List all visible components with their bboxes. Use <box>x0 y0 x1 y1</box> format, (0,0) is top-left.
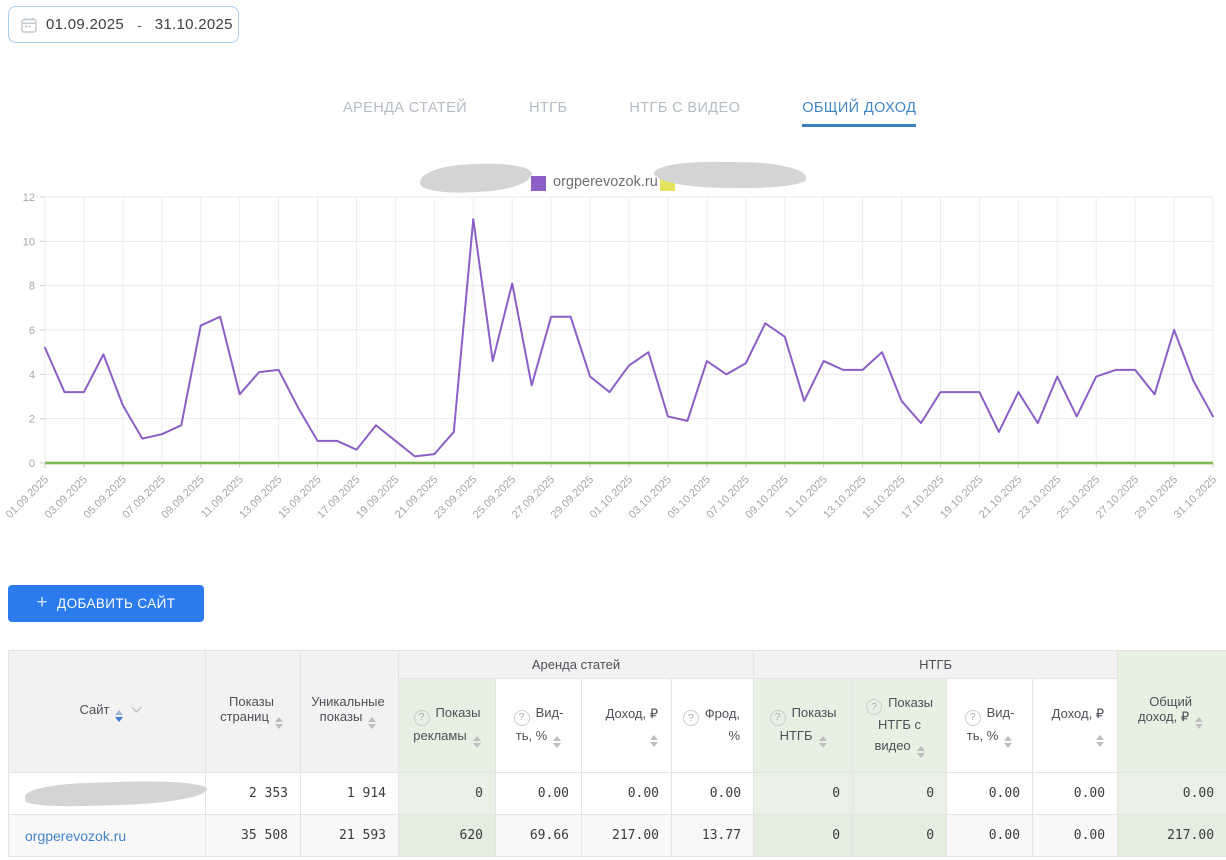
date-separator: - <box>137 17 142 33</box>
cell-value: 0.00 <box>947 773 1033 815</box>
report-tabs: АРЕНДА СТАТЕЙ НТГБ НТГБ С ВИДЕО ОБЩИЙ ДО… <box>343 100 916 127</box>
date-start[interactable]: 01.09.2025 <box>46 16 124 33</box>
sort-icon-ntgb-video[interactable] <box>917 746 925 758</box>
col-header-unique-views[interactable]: Уникальные показы <box>301 651 399 773</box>
sites-stats-table: Сайт Показы страниц Уникальные показы Ар… <box>8 650 1226 857</box>
cell-site: orgperevozok.ru <box>9 815 206 857</box>
cell-value: 0 <box>853 815 947 857</box>
tab-arenda-statey[interactable]: АРЕНДА СТАТЕЙ <box>343 100 467 127</box>
col-header-viewability-ntgb[interactable]: ?Вид-ть, % <box>947 679 1033 773</box>
add-site-button[interactable]: + ДОБАВИТЬ САЙТ <box>8 585 204 622</box>
cell-value: 0.00 <box>947 815 1033 857</box>
cell-value: 0.00 <box>672 773 754 815</box>
svg-text:8: 8 <box>29 281 35 293</box>
cell-value: 0 <box>754 815 853 857</box>
cell-value: 0.00 <box>1033 815 1118 857</box>
cell-value: 35 508 <box>206 815 301 857</box>
cell-value: 21 593 <box>301 815 399 857</box>
help-icon[interactable]: ? <box>683 710 699 726</box>
table-row: 2 3531 91400.000.000.00000.000.000.00 <box>9 773 1226 815</box>
active-tab-underline <box>802 124 916 127</box>
help-icon[interactable]: ? <box>965 710 981 726</box>
col-header-ntgb-video-impressions[interactable]: ?Показы НТГБ с видео <box>853 679 947 773</box>
col-header-fraud[interactable]: ?Фрод, % <box>672 679 754 773</box>
cell-value: 0.00 <box>496 773 582 815</box>
help-icon[interactable]: ? <box>770 710 786 726</box>
chevron-down-icon[interactable] <box>132 702 142 712</box>
cell-value: 2 353 <box>206 773 301 815</box>
sort-icon-viewability-arenda[interactable] <box>553 736 561 748</box>
calendar-icon <box>21 17 37 33</box>
col-header-income-ntgb[interactable]: Доход, ₽ <box>1033 679 1118 773</box>
cell-value: 217.00 <box>1118 815 1226 857</box>
svg-text:0: 0 <box>29 458 35 470</box>
sort-icon-site[interactable] <box>115 710 123 722</box>
tab-ntgb-video[interactable]: НТГБ С ВИДЕО <box>629 100 740 127</box>
help-icon[interactable]: ? <box>514 710 530 726</box>
svg-text:12: 12 <box>23 192 35 204</box>
group-header-ntgb: НТГБ <box>754 651 1118 679</box>
col-header-ad-impressions[interactable]: ?Показы рекламы <box>399 679 496 773</box>
tab-obshchiy-dokhod[interactable]: ОБЩИЙ ДОХОД <box>802 100 916 127</box>
col-header-ntgb-impressions[interactable]: ?Показы НТГБ <box>754 679 853 773</box>
sort-icon-income-ntgb[interactable] <box>1096 735 1104 747</box>
col-header-page-views[interactable]: Показы страниц <box>206 651 301 773</box>
svg-text:6: 6 <box>29 325 35 337</box>
cell-value: 69.66 <box>496 815 582 857</box>
cell-site <box>9 773 206 815</box>
table-row: orgperevozok.ru35 50821 59362069.66217.0… <box>9 815 1226 857</box>
cell-value: 0.00 <box>1118 773 1226 815</box>
svg-text:2: 2 <box>29 414 35 426</box>
redaction-blob-site <box>25 779 208 808</box>
cell-value: 13.77 <box>672 815 754 857</box>
date-range-picker[interactable]: 01.09.2025 - 31.10.2025 <box>8 6 239 43</box>
col-header-site[interactable]: Сайт <box>9 651 206 773</box>
sort-icon-unique-views[interactable] <box>368 717 376 729</box>
tab-ntgb[interactable]: НТГБ <box>529 100 567 127</box>
cell-value: 0.00 <box>582 773 672 815</box>
help-icon[interactable]: ? <box>414 710 430 726</box>
sort-icon-ntgb-impressions[interactable] <box>819 736 827 748</box>
date-end[interactable]: 31.10.2025 <box>155 16 233 33</box>
help-icon[interactable]: ? <box>866 699 882 715</box>
cell-value: 0 <box>399 773 496 815</box>
revenue-line-chart: 02468101201.09.202503.09.202505.09.20250… <box>0 160 1226 550</box>
svg-text:4: 4 <box>29 369 35 381</box>
col-header-income-arenda[interactable]: Доход, ₽ <box>582 679 672 773</box>
svg-text:10: 10 <box>23 236 35 248</box>
plus-icon: + <box>37 593 49 612</box>
cell-value: 217.00 <box>582 815 672 857</box>
cell-value: 0 <box>853 773 947 815</box>
col-header-total-income[interactable]: Общий доход, ₽ <box>1118 651 1226 773</box>
sort-icon-page-views[interactable] <box>275 717 283 729</box>
site-link[interactable]: orgperevozok.ru <box>25 828 126 844</box>
sort-icon-total-income[interactable] <box>1195 717 1203 729</box>
cell-value: 1 914 <box>301 773 399 815</box>
col-header-viewability-arenda[interactable]: ?Вид-ть, % <box>496 679 582 773</box>
group-header-arenda: Аренда статей <box>399 651 754 679</box>
cell-value: 620 <box>399 815 496 857</box>
sort-icon-viewability-ntgb[interactable] <box>1004 736 1012 748</box>
sort-icon-ad-impressions[interactable] <box>473 736 481 748</box>
cell-value: 0.00 <box>1033 773 1118 815</box>
sort-icon-income-arenda[interactable] <box>650 735 658 747</box>
cell-value: 0 <box>754 773 853 815</box>
